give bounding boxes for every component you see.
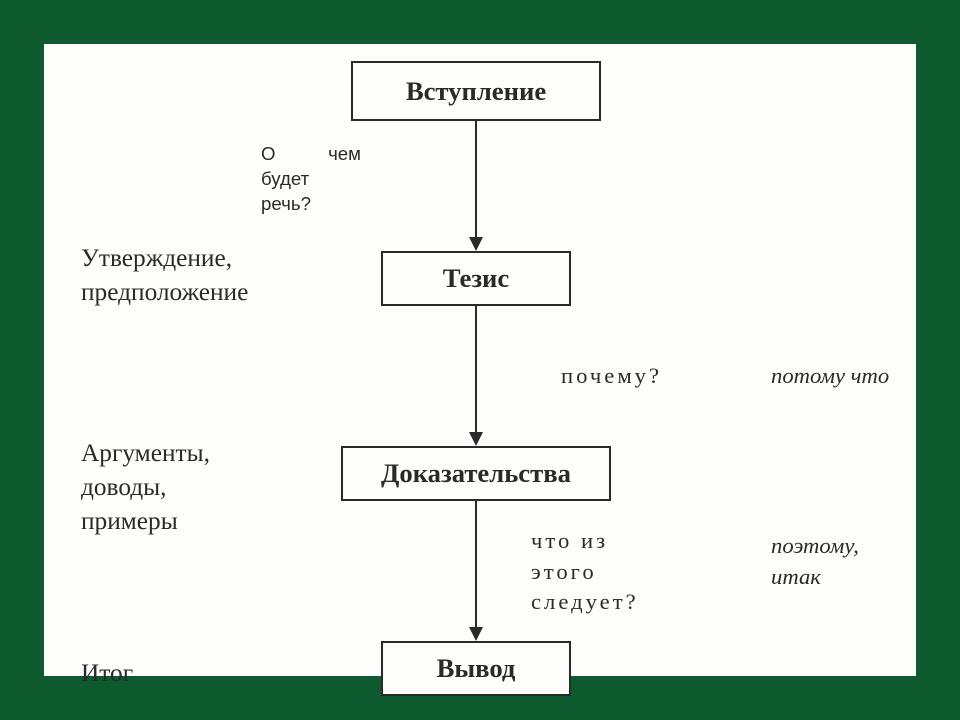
flowchart-node: Вывод (381, 641, 571, 696)
node-label: Доказательства (381, 458, 571, 489)
node-label: Вывод (437, 653, 516, 684)
side-label: Итог (81, 656, 201, 690)
answer-label-text: потому что (771, 363, 889, 388)
side-label-text: Аргументы, доводы, примеры (81, 439, 210, 535)
side-label-text: Итог (81, 659, 133, 687)
node-label: Тезис (443, 263, 510, 294)
flowchart-node: Тезис (381, 251, 571, 306)
answer-label: потому что (771, 361, 951, 392)
side-label: Аргументы, доводы, примеры (81, 436, 321, 539)
answer-label-text: поэтому, итак (771, 533, 859, 589)
annotation-label: О чем будет речь? (261, 141, 361, 217)
flowchart-node: Вступление (351, 61, 601, 121)
flowchart-node: Доказательства (341, 446, 611, 501)
side-label-text: Утверждение, предположение (81, 244, 248, 306)
question-label-text: почему? (561, 363, 662, 388)
annotation-label-text: О чем будет речь? (261, 143, 361, 214)
slide-frame: Вступление Тезис Доказательства Вывод Утвер… (0, 0, 960, 720)
question-label-text: что из этого следует? (531, 528, 639, 614)
question-label: почему? (561, 361, 751, 392)
question-label: что из этого следует? (531, 526, 746, 618)
node-label: Вступление (406, 76, 546, 107)
side-label: Утверждение, предположение (81, 241, 341, 309)
answer-label: поэтому, итак (771, 531, 941, 592)
